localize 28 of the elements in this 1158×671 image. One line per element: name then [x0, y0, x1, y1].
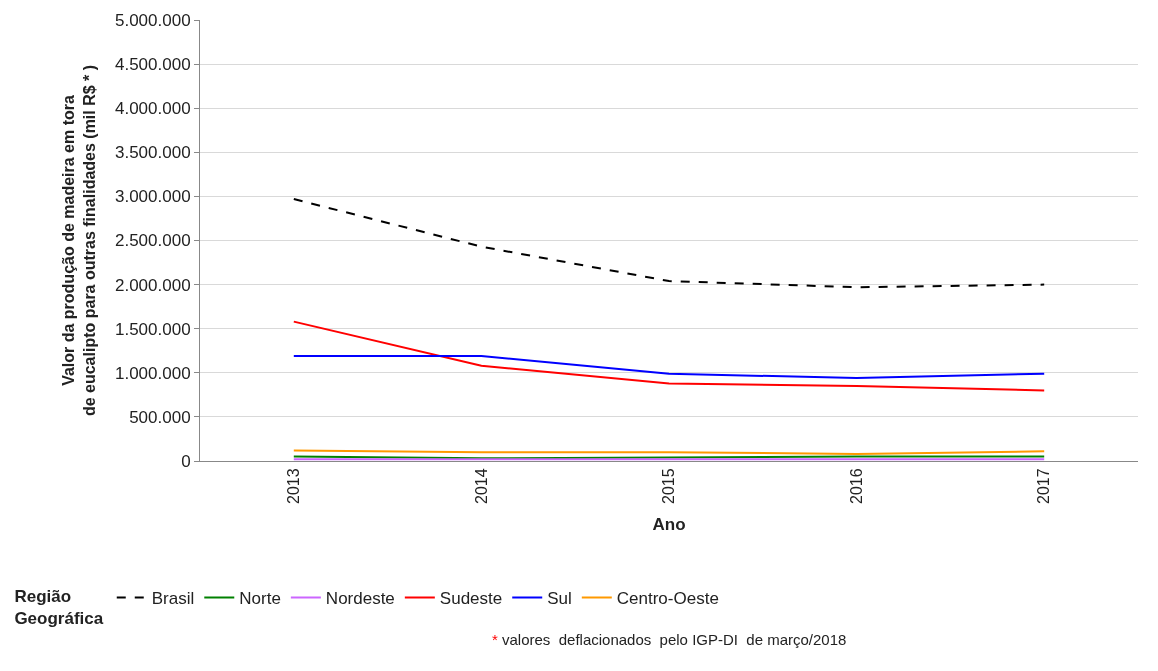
line-series	[292, 320, 1046, 392]
legend-label: Sudeste	[439, 589, 503, 609]
line-series	[292, 198, 1046, 289]
x-tick-label: 2013	[285, 468, 302, 504]
x-tick-label: 2014	[472, 468, 490, 504]
y-tick-label: 4.500.000	[114, 55, 191, 75]
y-tick-label: 1.000.000	[114, 363, 191, 383]
legend-label: Nordeste	[325, 589, 395, 609]
y-tick-label: 2.500.000	[114, 231, 191, 251]
x-axis-title: Ano	[652, 515, 686, 535]
legend-title: Região Geográfica	[14, 587, 104, 629]
x-tick-label: 2015	[660, 468, 678, 504]
legend-label: Sul	[547, 589, 572, 609]
y-tick-label: 3.500.000	[114, 143, 191, 163]
y-tick-label: 3.000.000	[114, 187, 191, 207]
y-tick-label: 5.000.000	[114, 10, 191, 30]
x-tick-label: 2017	[1035, 468, 1053, 504]
legend-label: Norte	[239, 589, 281, 609]
text: * valores deflacionados pelo IGP-DI de março/2018	[492, 631, 847, 648]
x-tick-label: 2016	[847, 468, 865, 504]
legend-label: Centro-Oeste	[616, 589, 719, 609]
y-tick-label: 4.000.000	[114, 99, 191, 119]
legend-label: Brasil	[151, 589, 195, 609]
y-axis-title: Valor da produção de madeira em tora de eucalipto para outras finalidades (mil R$ * )	[60, 64, 98, 417]
y-tick-label: 2.000.000	[114, 275, 191, 295]
y-tick-label: 1.500.000	[114, 319, 191, 339]
y-tick-label: 500.000	[129, 407, 191, 427]
y-tick-label: 0	[181, 451, 191, 471]
